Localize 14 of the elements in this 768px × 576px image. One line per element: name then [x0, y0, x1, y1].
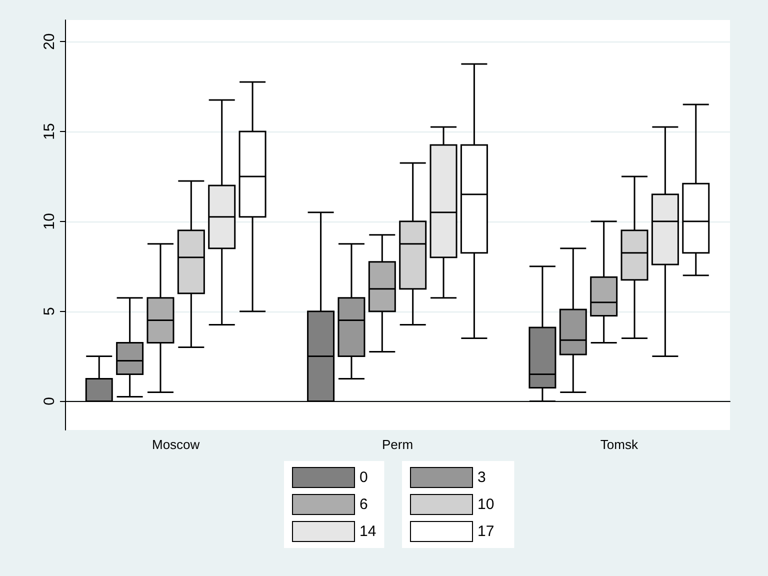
x-tick-label: Tomsk	[600, 437, 638, 452]
legend-label: 10	[478, 496, 494, 513]
legend-label: 3	[478, 469, 486, 486]
y-tick-label: 15	[41, 123, 58, 140]
legend-label: 14	[360, 523, 376, 540]
legend-label: 6	[360, 496, 368, 513]
x-tick-label: Perm	[382, 437, 414, 452]
y-tick-label: 5	[41, 307, 58, 316]
y-tick-label: 20	[41, 33, 58, 50]
legend-label: 17	[478, 523, 494, 540]
y-tick-label: 10	[41, 213, 58, 230]
y-tick-label: 0	[41, 397, 58, 406]
x-tick-label: Moscow	[152, 437, 200, 452]
legend-label: 0	[360, 469, 368, 486]
